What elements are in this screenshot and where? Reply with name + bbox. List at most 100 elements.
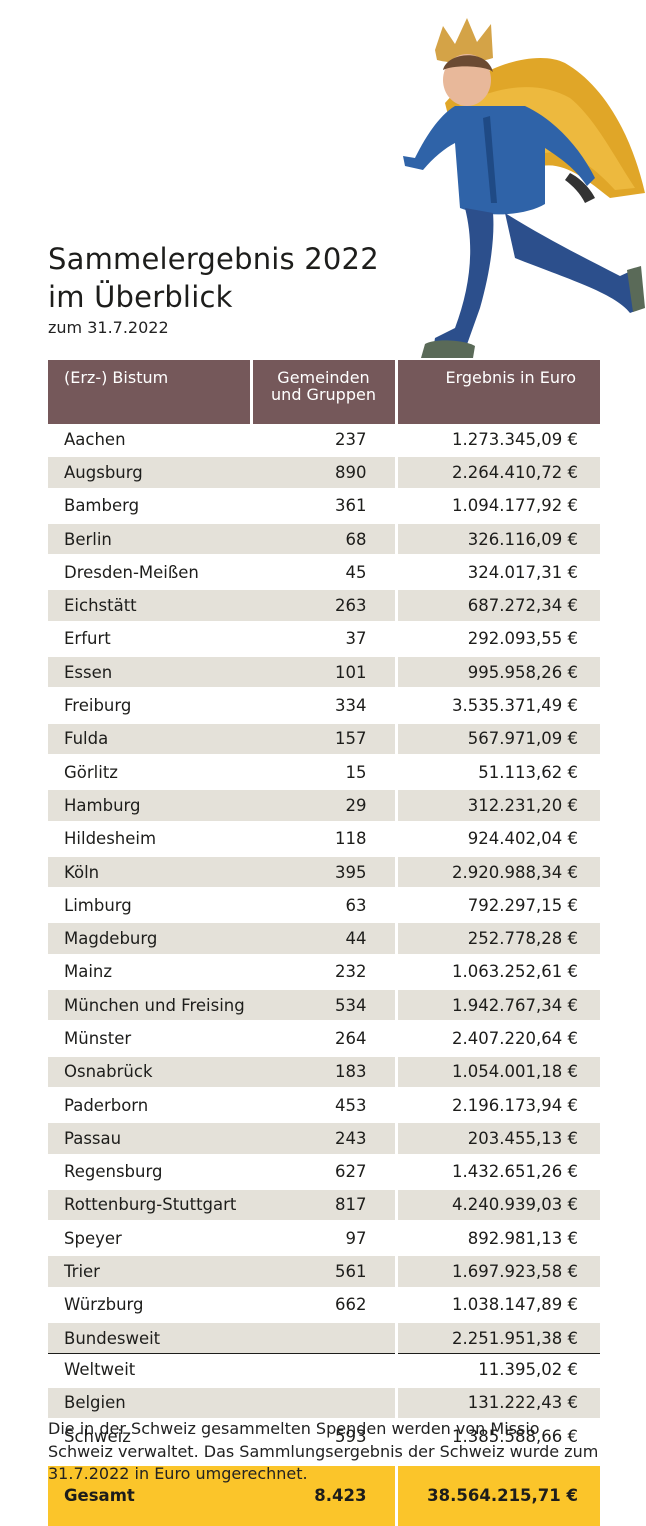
cell-amount: 326.116,09 €: [396, 522, 600, 558]
cell-count: 183: [251, 1055, 398, 1090]
cell-diocese: Hildesheim: [48, 822, 251, 857]
cell-amount: 2.251.951,38 €: [396, 1321, 600, 1355]
header-parishes-line-1: Gemeinden: [277, 368, 370, 387]
cell-count: 534: [251, 988, 398, 1024]
cell-diocese: Freiburg: [48, 688, 251, 724]
cell-count: 15: [251, 755, 398, 791]
cell-diocese: Rottenburg-Stuttgart: [48, 1188, 251, 1224]
cell-count: 361: [251, 489, 398, 524]
table-row: Bundesweit 2.251.951,38 €: [48, 1321, 600, 1355]
cell-amount: 3.535.371,49 €: [396, 688, 600, 724]
cell-count: 101: [251, 655, 398, 691]
table-row: Köln 395 2.920.988,34 €: [48, 855, 600, 891]
cell-count: 237: [251, 424, 398, 458]
cell-diocese: Mainz: [48, 955, 251, 991]
table-row: Görlitz 15 51.113,62 €: [48, 755, 600, 791]
cell-diocese: Fulda: [48, 722, 251, 757]
cell-count: 37: [251, 622, 398, 658]
cell-amount: 1.697.923,58 €: [396, 1254, 600, 1290]
cell-diocese: Essen: [48, 655, 251, 691]
header-parishes: Gemeinden und Gruppen: [251, 360, 398, 424]
cell-diocese: Schweiz: [48, 1419, 251, 1455]
table-row: Fulda 157 567.971,09 €: [48, 722, 600, 757]
table-row: Schweiz 593 1.385.588,66 €: [48, 1419, 600, 1455]
cell-amount: 995.958,26 €: [396, 655, 600, 691]
cell-amount: 324.017,31 €: [396, 555, 600, 591]
cell-amount: 131.222,43 €: [396, 1386, 600, 1421]
table-row: Rottenburg-Stuttgart 817 4.240.939,03 €: [48, 1188, 600, 1224]
cell-diocese: Köln: [48, 855, 251, 891]
results-table: (Erz-) Bistum Gemeinden und Gruppen Erge…: [48, 360, 600, 1526]
cell-count: 453: [251, 1088, 398, 1124]
table-row: Münster 264 2.407.220,64 €: [48, 1021, 600, 1057]
cell-diocese: Weltweit: [48, 1353, 251, 1388]
cell-count: 263: [251, 588, 398, 624]
table-row: Paderborn 453 2.196.173,94 €: [48, 1088, 600, 1124]
table-row: Osnabrück 183 1.054.001,18 €: [48, 1055, 600, 1090]
cell-amount: 1.942.767,34 €: [396, 988, 600, 1024]
cell-count: 334: [251, 688, 398, 724]
cell-count: 232: [251, 955, 398, 991]
table-row: Weltweit 11.395,02 €: [48, 1353, 600, 1388]
cell-count: 44: [251, 921, 398, 957]
cell-count: 817: [251, 1188, 398, 1224]
cell-diocese: Hamburg: [48, 788, 251, 824]
table-row: Aachen 237 1.273.345,09 €: [48, 424, 600, 458]
cell-amount: 1.273.345,09 €: [396, 424, 600, 458]
title-line-2: im Überblick: [48, 280, 233, 314]
cell-diocese: Bundesweit: [48, 1321, 251, 1355]
cell-amount: 1.038.147,89 €: [396, 1288, 600, 1324]
cell-amount: 203.455,13 €: [396, 1121, 600, 1157]
cell-count: 63: [251, 888, 398, 924]
cell-diocese: Aachen: [48, 424, 251, 458]
cell-diocese: Würzburg: [48, 1288, 251, 1324]
date-label: zum 31.7.2022: [48, 318, 169, 337]
table-row: Freiburg 334 3.535.371,49 €: [48, 688, 600, 724]
cell-amount: 51.113,62 €: [396, 755, 600, 791]
cell-diocese: Belgien: [48, 1386, 251, 1421]
cell-amount: 4.240.939,03 €: [396, 1188, 600, 1224]
cell-diocese: Görlitz: [48, 755, 251, 791]
cell-diocese: München und Freising: [48, 988, 251, 1024]
cell-amount: 924.402,04 €: [396, 822, 600, 857]
cell-count: 97: [251, 1221, 398, 1257]
cell-amount: 1.432.651,26 €: [396, 1155, 600, 1190]
cell-count: 68: [251, 522, 398, 558]
table-row: Speyer 97 892.981,13 €: [48, 1221, 600, 1257]
table-row: Magdeburg 44 252.778,28 €: [48, 921, 600, 957]
cell-amount: 1.094.177,92 €: [396, 489, 600, 524]
cell-amount: 11.395,02 €: [396, 1353, 600, 1388]
cell-count: [251, 1321, 398, 1355]
cell-count: 561: [251, 1254, 398, 1290]
child-runner-illustration: [403, 18, 645, 358]
cell-diocese: Limburg: [48, 888, 251, 924]
cell-count: [251, 1353, 398, 1388]
cell-amount: 2.196.173,94 €: [396, 1088, 600, 1124]
cell-diocese: Speyer: [48, 1221, 251, 1257]
table-row: Augsburg 890 2.264.410,72 €: [48, 455, 600, 491]
title-line-1: Sammelergebnis 2022: [48, 242, 379, 276]
cell-diocese: Augsburg: [48, 455, 251, 491]
cell-amount: 567.971,09 €: [396, 722, 600, 757]
cell-amount: 1.054.001,18 €: [396, 1055, 600, 1090]
table-row: Bamberg 361 1.094.177,92 €: [48, 489, 600, 524]
cell-diocese: Münster: [48, 1021, 251, 1057]
table-row: Trier 561 1.697.923,58 €: [48, 1254, 600, 1290]
cell-count: [251, 1386, 398, 1421]
cell-amount: 312.231,20 €: [396, 788, 600, 824]
cell-diocese: Bamberg: [48, 489, 251, 524]
table-row: Hildesheim 118 924.402,04 €: [48, 822, 600, 857]
cell-diocese: Osnabrück: [48, 1055, 251, 1090]
cell-amount: 892.981,13 €: [396, 1221, 600, 1257]
cell-count: 662: [251, 1288, 398, 1324]
table-row: Berlin 68 326.116,09 €: [48, 522, 600, 558]
cell-count: 45: [251, 555, 398, 591]
cell-diocese: Passau: [48, 1121, 251, 1157]
cell-diocese: Paderborn: [48, 1088, 251, 1124]
cell-diocese: Regensburg: [48, 1155, 251, 1190]
cell-amount: 2.920.988,34 €: [396, 855, 600, 891]
table-row: Essen 101 995.958,26 €: [48, 655, 600, 691]
table-row: Erfurt 37 292.093,55 €: [48, 622, 600, 658]
cell-count: 264: [251, 1021, 398, 1057]
cell-count: 243: [251, 1121, 398, 1157]
